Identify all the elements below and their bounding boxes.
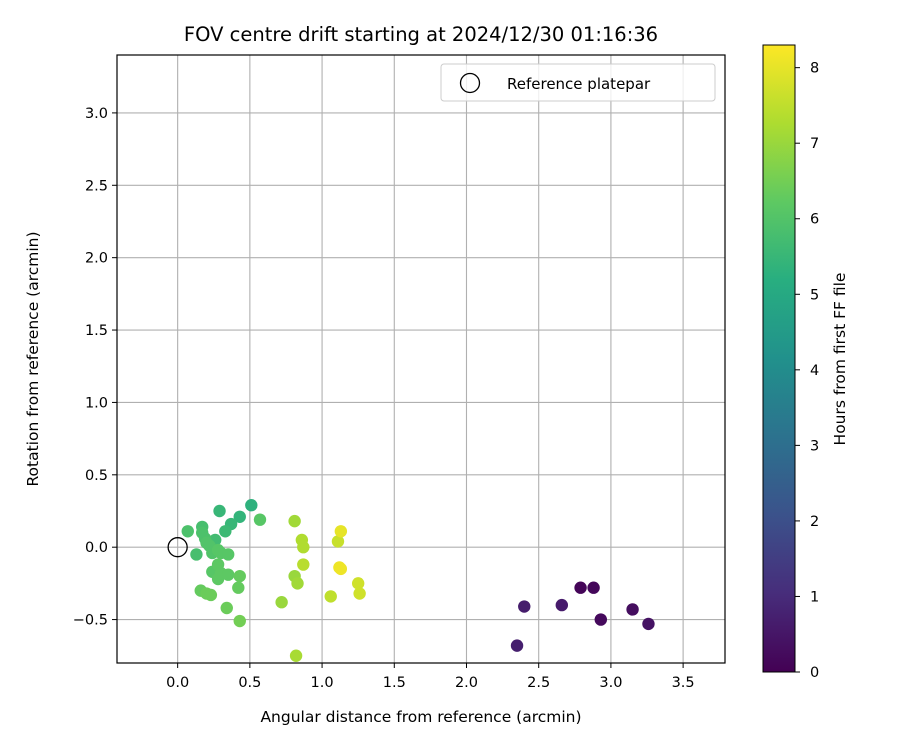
data-point: [587, 581, 600, 594]
chart-title: FOV centre drift starting at 2024/12/30 …: [184, 23, 658, 46]
data-point: [297, 558, 310, 571]
colorbar-tick-label: 3: [810, 438, 819, 454]
colorbar-tick-label: 7: [810, 136, 819, 152]
data-point: [353, 587, 366, 600]
data-point: [626, 603, 639, 616]
colorbar-tick-label: 2: [810, 514, 819, 530]
y-tick-label: 0.0: [85, 540, 108, 556]
data-point: [220, 601, 233, 615]
data-point: [213, 504, 226, 518]
data-point: [555, 598, 569, 612]
legend: Reference platepar: [440, 63, 716, 102]
data-point: [288, 514, 301, 528]
x-tick-label: 0.5: [238, 675, 261, 691]
legend-marker-reference: [459, 72, 481, 94]
data-point: [324, 590, 337, 603]
colorbar-tick-label: 6: [810, 212, 819, 228]
data-point: [334, 525, 348, 538]
data-point: [291, 577, 304, 590]
data-point: [594, 613, 608, 626]
data-point: [351, 577, 365, 590]
grid-lines: [117, 55, 725, 663]
y-tick-label: 2.5: [85, 178, 108, 194]
x-tick-label: 1.0: [311, 675, 334, 691]
colorbar-tick-label: 8: [810, 61, 819, 77]
x-tick-label: 0.0: [166, 675, 189, 691]
data-point: [222, 568, 235, 581]
y-tick-label: 3.0: [85, 106, 108, 122]
data-points: [181, 499, 655, 662]
data-point: [233, 510, 246, 523]
y-tick-label: 0.5: [85, 468, 108, 484]
data-point: [289, 649, 303, 662]
data-point: [204, 588, 218, 602]
y-tick-label: −0.5: [73, 613, 108, 629]
y-axis-ticks: −0.5 0.0 0.5 1.0 1.5 2.0 2.5 3.0: [73, 106, 117, 629]
data-point: [574, 581, 587, 594]
x-axis-label: Angular distance from reference (arcmin): [260, 708, 581, 726]
data-point: [245, 499, 258, 512]
colorbar-ticks: 0 1 2 3 4 5 6 7 8: [795, 61, 819, 681]
data-point: [642, 617, 655, 631]
y-axis-label: Rotation from reference (arcmin): [24, 231, 42, 486]
x-tick-label: 3.0: [599, 675, 622, 691]
colorbar-label: Hours from first FF file: [831, 273, 849, 446]
colorbar-tick-label: 0: [810, 665, 819, 681]
data-point: [297, 540, 310, 554]
y-tick-label: 2.0: [85, 251, 108, 267]
data-point: [222, 548, 235, 561]
x-tick-label: 2.5: [527, 675, 550, 691]
data-point: [510, 639, 524, 652]
data-point: [190, 548, 203, 561]
colorbar-tick-label: 4: [810, 363, 819, 379]
data-point: [275, 596, 288, 609]
reference-layer: [167, 537, 188, 558]
legend-box: [440, 63, 716, 102]
data-point: [518, 600, 531, 613]
y-tick-label: 1.5: [85, 323, 108, 339]
data-point: [181, 525, 194, 538]
data-point: [233, 614, 246, 628]
x-tick-label: 1.5: [383, 675, 406, 691]
colorbar: [762, 44, 796, 673]
x-tick-label: 3.5: [672, 675, 695, 691]
data-point: [331, 535, 345, 548]
x-axis-ticks: 0.0 0.5 1.0 1.5 2.0 2.5 3.0 3.5: [166, 663, 695, 691]
legend-label-reference: Reference platepar: [507, 75, 651, 93]
colorbar-tick-label: 1: [810, 589, 819, 605]
data-point: [334, 562, 348, 576]
reference-platepar-marker: [167, 537, 188, 558]
plot-frame: [116, 54, 726, 664]
data-point: [253, 513, 267, 526]
colorbar-tick-label: 5: [810, 287, 819, 303]
y-tick-label: 1.0: [85, 395, 108, 411]
x-tick-label: 2.0: [455, 675, 478, 691]
data-point: [233, 569, 246, 583]
data-point: [219, 525, 232, 538]
data-point: [232, 581, 245, 594]
